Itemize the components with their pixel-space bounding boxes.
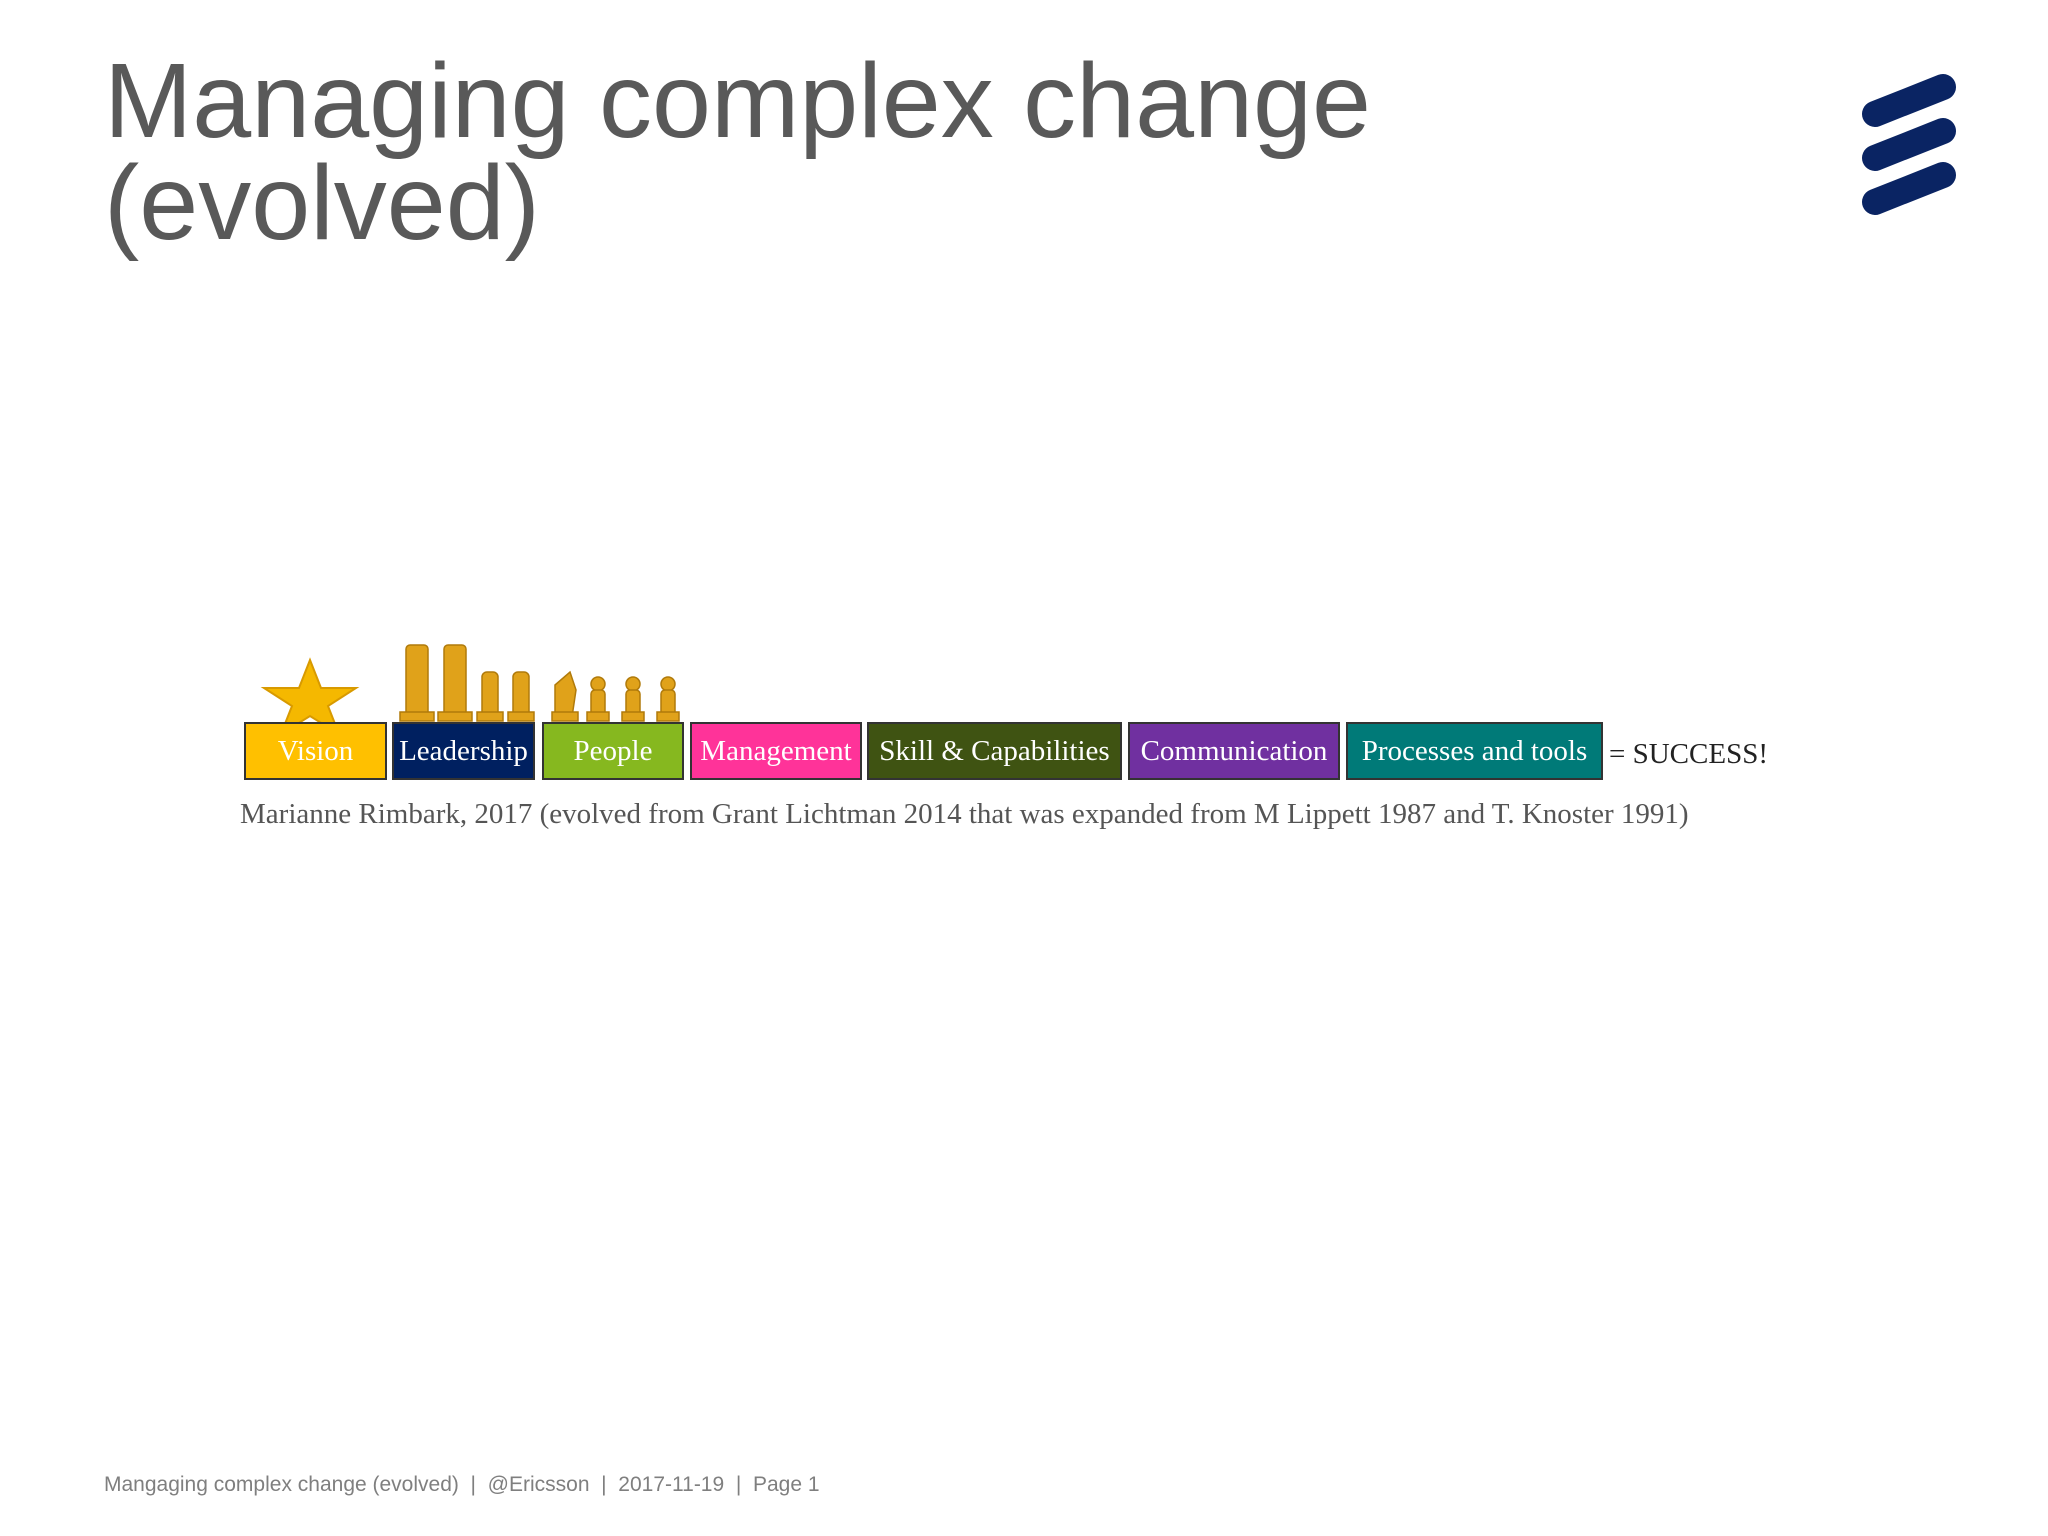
- star-icon: [260, 657, 360, 730]
- logo: [1862, 74, 1956, 215]
- factor-box: Management: [690, 722, 862, 780]
- footer: Mangaging complex change (evolved) | @Er…: [104, 1473, 820, 1496]
- factor-box: Vision: [244, 722, 387, 780]
- chess-pieces: [399, 644, 680, 722]
- icons: [260, 644, 680, 730]
- factor-box: People: [542, 722, 684, 780]
- factor-box: Processes and tools: [1346, 722, 1603, 780]
- slide-title: Managing complex change (evolved): [104, 42, 1371, 262]
- factor-box: Leadership: [392, 722, 535, 780]
- factor-box: Communication: [1128, 722, 1340, 780]
- factor-box: Skill & Capabilities: [867, 722, 1122, 780]
- result-text: = SUCCESS!: [1609, 738, 1768, 770]
- citation: Marianne Rimbark, 2017 (evolved from Gra…: [240, 798, 1689, 830]
